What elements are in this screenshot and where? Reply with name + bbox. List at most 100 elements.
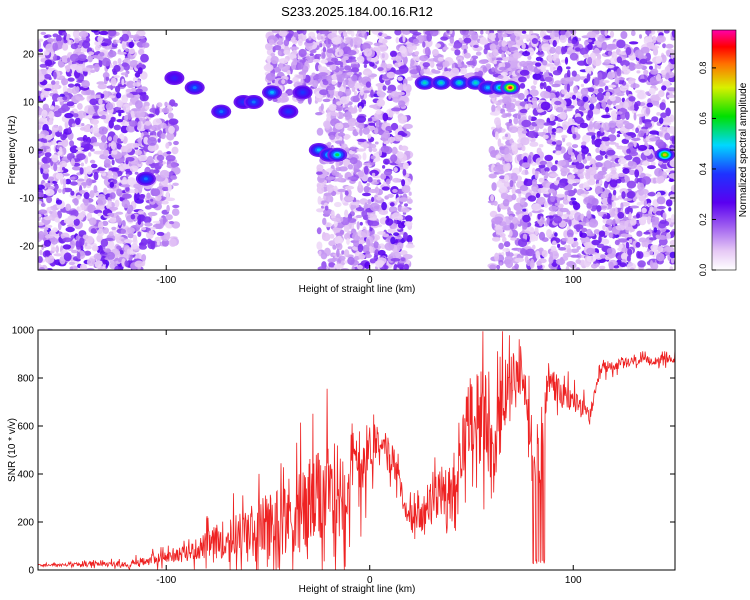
noise-blob [110,140,117,150]
noise-blob [39,249,43,256]
noise-blob [58,61,64,68]
noise-blob [547,188,556,194]
noise-blob [388,206,398,213]
noise-blob [523,178,534,187]
noise-blob [115,39,121,43]
noise-blob [477,70,484,77]
noise-blob [565,51,573,55]
noise-blob [586,39,593,43]
noise-blob [322,80,329,86]
noise-blob [140,53,149,63]
noise-blob [670,257,675,264]
noise-blob [329,135,335,140]
noise-blob [502,136,506,140]
noise-blob [616,67,622,77]
noise-blob [608,261,614,270]
noise-blob [363,63,367,68]
noise-blob [316,171,323,175]
noise-blob [381,53,385,59]
noise-blob [316,208,324,213]
noise-blob [154,236,162,242]
noise-blob [659,220,667,224]
noise-blob [602,122,610,131]
noise-blob [165,197,176,202]
noise-blob [382,165,386,169]
noise-blob [507,40,513,48]
noise-blob [278,37,282,46]
noise-blob [67,77,75,82]
noise-blob [173,140,179,146]
noise-blob [114,106,122,111]
noise-blob [344,65,352,71]
noise-blob [605,256,610,261]
noise-blob [97,228,105,237]
noise-blob [464,52,471,59]
noise-blob [608,120,617,128]
noise-blob [502,111,506,119]
noise-blob [569,52,579,61]
noise-blob [381,33,388,38]
noise-blob [265,72,276,81]
noise-blob [562,252,572,258]
noise-blob [508,126,519,133]
noise-blob [668,178,675,182]
noise-blob [360,229,370,238]
noise-blob [283,49,291,55]
noise-blob [388,94,392,100]
noise-blob [71,249,78,254]
noise-blob [405,244,415,249]
noise-blob [560,30,566,36]
noise-blob [49,205,59,211]
noise-blob [363,141,368,150]
noise-blob [620,60,630,67]
noise-blob [572,182,578,187]
noise-blob [545,171,549,179]
noise-blob [321,52,326,59]
noise-blob [639,34,642,39]
noise-blob [536,51,544,56]
noise-blob [377,231,386,235]
noise-blob [125,88,133,93]
noise-blob [115,211,124,215]
noise-blob [613,52,617,58]
noise-blob [586,67,592,76]
noise-blob [378,35,383,45]
noise-blob [600,254,606,259]
noise-blob [378,32,383,36]
noise-blob [598,179,603,185]
noise-blob [582,134,591,143]
noise-blob [369,61,375,67]
noise-blob [493,100,498,104]
noise-blob [135,88,143,93]
noise-blob [77,251,81,260]
noise-blob [91,55,99,59]
noise-blob [628,238,633,244]
noise-blob [128,120,138,127]
noise-blob [89,190,95,199]
noise-blob [369,202,380,212]
noise-blob [667,87,675,92]
noise-blob [508,61,517,69]
noise-blob [576,60,587,66]
noise-blob [586,132,596,136]
noise-blob [634,64,644,70]
noise-blob [117,58,122,65]
noise-blob [363,90,370,94]
noise-blob [453,44,462,49]
noise-blob [566,43,574,47]
noise-blob [69,145,79,154]
noise-blob [334,122,344,130]
noise-blob [38,54,46,58]
noise-blob [337,188,347,193]
noise-blob [38,230,45,240]
noise-blob [352,95,360,103]
noise-blob [281,79,286,85]
noise-blob [316,127,324,136]
noise-blob [336,112,340,117]
noise-blob [397,84,403,91]
noise-blob [611,112,617,122]
noise-blob [316,227,322,235]
noise-blob [575,108,580,115]
noise-blob [509,138,514,145]
